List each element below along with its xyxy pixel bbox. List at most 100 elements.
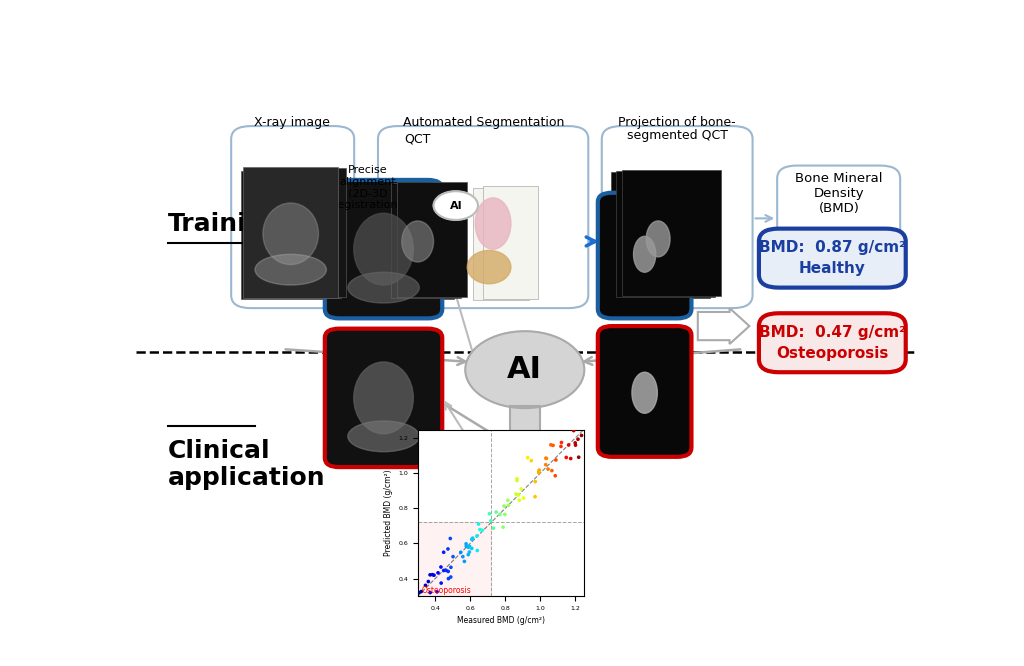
Ellipse shape xyxy=(632,372,657,413)
FancyBboxPatch shape xyxy=(759,313,905,372)
Text: Projection of bone-: Projection of bone- xyxy=(618,116,736,129)
Text: Precise
alignment
(2D-3D
registration): Precise alignment (2D-3D registration) xyxy=(333,165,402,210)
Ellipse shape xyxy=(353,213,414,285)
FancyBboxPatch shape xyxy=(777,166,900,270)
Point xyxy=(545,440,561,451)
Text: segmented QCT: segmented QCT xyxy=(627,129,728,143)
Circle shape xyxy=(433,191,478,220)
Point xyxy=(500,495,516,505)
Text: AI: AI xyxy=(507,355,543,384)
Point xyxy=(430,567,446,578)
Point xyxy=(538,460,554,470)
Point xyxy=(519,452,536,463)
Circle shape xyxy=(465,331,585,408)
Point xyxy=(469,531,485,541)
Point xyxy=(495,521,511,532)
Point xyxy=(492,509,508,519)
Point xyxy=(523,456,540,466)
Point xyxy=(426,570,442,581)
Ellipse shape xyxy=(255,254,327,285)
Point xyxy=(420,576,436,587)
Point xyxy=(485,523,502,533)
Point xyxy=(539,453,555,464)
Point xyxy=(469,545,485,556)
FancyBboxPatch shape xyxy=(759,228,905,288)
Point xyxy=(458,539,474,549)
Text: X-ray image: X-ray image xyxy=(254,116,330,129)
Point xyxy=(464,543,480,553)
Point xyxy=(527,492,544,502)
Point xyxy=(538,453,554,464)
Y-axis label: Predicted BMD (g/cm²): Predicted BMD (g/cm²) xyxy=(384,470,392,556)
Point xyxy=(429,587,445,597)
FancyBboxPatch shape xyxy=(598,326,691,457)
Point xyxy=(461,547,477,557)
Point xyxy=(501,500,517,511)
Ellipse shape xyxy=(467,250,511,284)
Point xyxy=(544,466,560,476)
Bar xyxy=(247,170,341,298)
Bar xyxy=(243,167,338,298)
Point xyxy=(421,596,437,607)
Point xyxy=(418,580,434,591)
Text: AI: AI xyxy=(450,200,462,210)
Point xyxy=(455,551,471,562)
Point xyxy=(570,452,587,463)
Point xyxy=(531,465,548,476)
FancyBboxPatch shape xyxy=(598,192,691,318)
Point xyxy=(540,464,556,474)
Point xyxy=(547,470,563,481)
Point xyxy=(444,551,461,562)
Point xyxy=(422,587,438,598)
Point xyxy=(530,466,547,477)
Point xyxy=(515,493,531,503)
Point xyxy=(460,542,476,553)
Ellipse shape xyxy=(348,272,419,303)
Point xyxy=(440,573,457,584)
Point xyxy=(440,566,457,577)
Point xyxy=(416,607,432,617)
Text: Clinical
application: Clinical application xyxy=(168,439,326,490)
Bar xyxy=(510,406,540,436)
Point xyxy=(558,452,574,463)
Text: BMD:  0.87 g/cm²
Healthy: BMD: 0.87 g/cm² Healthy xyxy=(759,240,905,276)
Text: Automated Segmentation: Automated Segmentation xyxy=(402,116,564,129)
FancyBboxPatch shape xyxy=(325,328,442,467)
Point xyxy=(509,476,525,486)
Ellipse shape xyxy=(634,236,655,272)
Bar xyxy=(610,172,710,298)
Point xyxy=(511,495,527,505)
Point xyxy=(461,541,477,551)
Point xyxy=(527,476,544,487)
FancyArrow shape xyxy=(697,308,750,344)
Point xyxy=(508,489,524,500)
Point xyxy=(460,549,476,560)
Point xyxy=(562,454,579,464)
Point xyxy=(487,507,504,517)
Point xyxy=(442,533,459,544)
Point xyxy=(411,587,427,598)
Text: Osteoporosis: Osteoporosis xyxy=(421,587,471,595)
Point xyxy=(474,525,490,535)
Bar xyxy=(384,184,455,300)
Point xyxy=(424,569,440,580)
Text: QCT: QCT xyxy=(404,132,430,145)
Point xyxy=(570,416,587,427)
Point xyxy=(435,565,452,576)
Point xyxy=(573,430,590,441)
Point xyxy=(543,440,559,450)
Ellipse shape xyxy=(475,198,511,249)
Point xyxy=(569,434,586,444)
Point xyxy=(553,437,569,448)
Point xyxy=(419,611,435,621)
Point xyxy=(433,561,450,572)
Point xyxy=(567,440,584,450)
Ellipse shape xyxy=(401,221,433,262)
Point xyxy=(560,440,577,450)
X-axis label: Measured BMD (g/cm²): Measured BMD (g/cm²) xyxy=(457,616,545,625)
Point xyxy=(453,547,469,557)
Point xyxy=(565,426,582,436)
Wedge shape xyxy=(465,436,585,474)
Bar xyxy=(253,168,346,296)
Point xyxy=(513,484,529,494)
